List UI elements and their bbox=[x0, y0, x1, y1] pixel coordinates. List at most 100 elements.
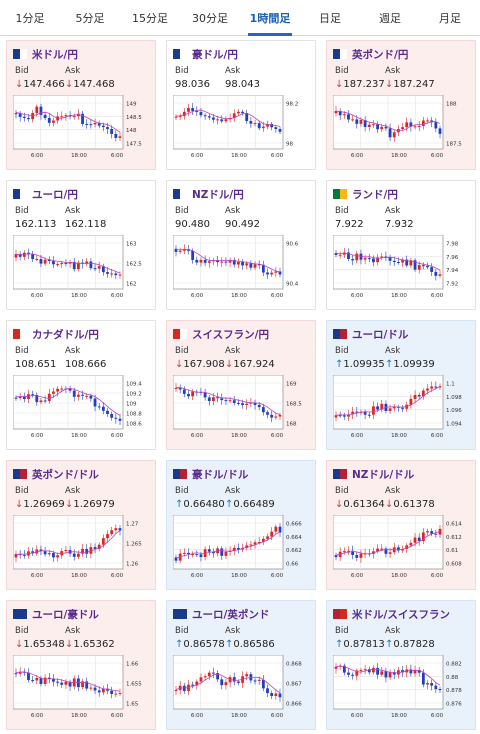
pair-title[interactable]: 英ポンド/ドル bbox=[13, 467, 99, 481]
candle-body bbox=[207, 116, 211, 118]
pair-title[interactable]: 米ドル/円 bbox=[13, 47, 78, 61]
tab-7[interactable]: 月足 bbox=[439, 11, 461, 25]
candle-body bbox=[270, 414, 274, 418]
x-tick-label: 18:00 bbox=[391, 573, 407, 579]
candle-body bbox=[413, 669, 417, 674]
pair-title[interactable]: ユーロ/ドル bbox=[333, 327, 408, 341]
pair-title[interactable]: スイスフラン/円 bbox=[173, 327, 269, 341]
y-tick-label: 108.6 bbox=[126, 422, 142, 428]
bid-value: ↓167.908 bbox=[175, 359, 225, 370]
pair-name[interactable]: 豪ドル/円 bbox=[192, 48, 238, 61]
pair-title[interactable]: カナダドル/円 bbox=[13, 327, 99, 341]
y-tick-label: 1.65 bbox=[126, 702, 139, 708]
rate-card[interactable]: ユーロ/英ポンド Bid Ask ↑0.86578 ↑0.86586 0.868… bbox=[166, 600, 316, 730]
candle-body bbox=[380, 126, 384, 130]
rate-card[interactable]: ユーロ/円 Bid Ask 162.113 162.118 163 162.5 16… bbox=[6, 180, 156, 310]
x-tick-label: 6:00 bbox=[191, 713, 204, 719]
y-tick-label: 147.5 bbox=[126, 142, 142, 148]
moving-average-line bbox=[175, 386, 281, 415]
pair-title[interactable]: 英ポンド/円 bbox=[333, 47, 408, 61]
rate-card[interactable]: スイスフラン/円 Bid Ask ↓167.908 ↓167.924 169 16… bbox=[166, 320, 316, 450]
candle-body bbox=[199, 111, 203, 116]
rate-card[interactable]: 英ポンド/円 Bid Ask ↓187.237 ↓187.247 188 187.… bbox=[326, 40, 476, 170]
pair-title[interactable]: 豪ドル/円 bbox=[173, 47, 238, 61]
x-tick-label: 6:00 bbox=[31, 433, 44, 439]
candle-body bbox=[64, 115, 68, 117]
x-tick-label: 18:00 bbox=[231, 433, 247, 439]
rate-card[interactable]: ユーロ/ドル Bid Ask ↑1.09935 ↑1.09939 1.1 1.09… bbox=[326, 320, 476, 450]
pair-name[interactable]: スイスフラン/円 bbox=[192, 328, 270, 341]
pair-name[interactable]: 米ドル/スイスフラン bbox=[352, 608, 451, 621]
tab-6[interactable]: 週足 bbox=[379, 11, 401, 25]
bid-value: ↑0.87813 bbox=[335, 639, 385, 650]
pair-name[interactable]: ユーロ/円 bbox=[32, 188, 78, 201]
tab-1[interactable]: 5分足 bbox=[75, 11, 105, 25]
rate-card[interactable]: 英ポンド/ドル Bid Ask ↓1.26969 ↓1.26979 1.27 1.… bbox=[6, 460, 156, 590]
candle-body bbox=[232, 677, 236, 682]
candle-body bbox=[216, 397, 219, 399]
pair-title[interactable]: NZドル/ドル bbox=[333, 467, 414, 481]
rate-card[interactable]: 豪ドル/円 Bid Ask 98.036 98.043 98.2 98 6:00 18… bbox=[166, 40, 316, 170]
pair-name[interactable]: 豪ドル/ドル bbox=[192, 468, 249, 481]
rate-card[interactable]: 米ドル/円 Bid Ask ↓147.466 ↓147.468 149 148.5… bbox=[6, 40, 156, 170]
rate-card[interactable]: 米ドル/スイスフラン Bid Ask ↑0.87813 ↑0.87828 0.8… bbox=[326, 600, 476, 730]
tab-5[interactable]: 日足 bbox=[319, 11, 341, 25]
candle-body bbox=[367, 258, 371, 260]
rate-card[interactable]: ランド/円 Bid Ask 7.922 7.932 7.98 7.96 7.94 7.… bbox=[326, 180, 476, 310]
candle-body bbox=[245, 545, 249, 548]
pair-name[interactable]: NZドル/円 bbox=[192, 188, 244, 201]
pair-name[interactable]: 米ドル/円 bbox=[32, 48, 78, 61]
y-tick-label: 0.867 bbox=[286, 682, 302, 688]
candle-body bbox=[434, 685, 438, 690]
candle-body bbox=[114, 417, 118, 419]
candle-body bbox=[384, 126, 388, 129]
rate-card[interactable]: NZドル/円 Bid Ask 90.480 90.492 90.6 90.4 6:0… bbox=[166, 180, 316, 310]
rate-card[interactable]: NZドル/ドル Bid Ask ↓0.61364 ↓0.61378 0.614 0… bbox=[326, 460, 476, 590]
candle-body bbox=[64, 263, 68, 265]
pair-title[interactable]: ユーロ/円 bbox=[13, 187, 78, 201]
pair-name[interactable]: ランド/円 bbox=[352, 188, 398, 201]
candle-body bbox=[60, 682, 64, 685]
pair-name[interactable]: ユーロ/豪ドル bbox=[32, 608, 99, 621]
bid-value: ↑1.09935 bbox=[335, 359, 385, 370]
tab-4[interactable]: 1時間足 bbox=[240, 0, 300, 36]
candle-body bbox=[52, 553, 55, 558]
x-tick-label: 6:00 bbox=[191, 153, 204, 159]
ask-label: Ask bbox=[225, 486, 241, 496]
down-arrow-icon: ↓ bbox=[15, 79, 24, 90]
candle-body bbox=[89, 395, 93, 399]
candle-body bbox=[363, 258, 367, 260]
candle-body bbox=[278, 693, 282, 698]
pair-title[interactable]: 豪ドル/ドル bbox=[173, 467, 248, 481]
bid-label: Bid bbox=[175, 486, 189, 496]
pair-title[interactable]: ユーロ/英ポンド bbox=[173, 607, 269, 621]
rate-card[interactable]: カナダドル/円 Bid Ask 108.651 108.666 109.4 109… bbox=[6, 320, 156, 450]
tab-3[interactable]: 30分足 bbox=[192, 11, 228, 25]
candle-body bbox=[380, 403, 384, 410]
pair-name[interactable]: ユーロ/ドル bbox=[352, 328, 409, 341]
pair-name[interactable]: カナダドル/円 bbox=[32, 328, 99, 341]
tab-0[interactable]: 1分足 bbox=[15, 11, 45, 25]
rate-card[interactable]: 豪ドル/ドル Bid Ask ↑0.66480 ↑0.66489 0.666 0.… bbox=[166, 460, 316, 590]
pair-title[interactable]: ユーロ/豪ドル bbox=[13, 607, 99, 621]
pair-title[interactable]: 米ドル/スイスフラン bbox=[333, 607, 450, 621]
pair-name[interactable]: 英ポンド/ドル bbox=[32, 468, 99, 481]
candle-body bbox=[97, 266, 101, 269]
candle-body bbox=[228, 400, 232, 402]
flag-icon bbox=[333, 469, 347, 479]
pair-title[interactable]: ランド/円 bbox=[333, 187, 398, 201]
candle-body bbox=[195, 110, 199, 112]
candle-body bbox=[22, 396, 26, 400]
tab-2[interactable]: 15分足 bbox=[132, 11, 168, 25]
rate-card[interactable]: ユーロ/豪ドル Bid Ask ↓1.65348 ↓1.65362 1.66 1.… bbox=[6, 600, 156, 730]
pair-name[interactable]: NZドル/ドル bbox=[352, 468, 415, 481]
candle-body bbox=[430, 683, 434, 686]
pair-title[interactable]: NZドル/円 bbox=[173, 187, 244, 201]
candle-body bbox=[261, 407, 265, 413]
candle-body bbox=[388, 672, 392, 678]
candle-body bbox=[338, 110, 342, 116]
pair-name[interactable]: ユーロ/英ポンド bbox=[192, 608, 270, 621]
pair-name[interactable]: 英ポンド/円 bbox=[352, 48, 409, 61]
candle-body bbox=[174, 557, 178, 561]
ask-value: ↑0.66489 bbox=[225, 499, 275, 510]
